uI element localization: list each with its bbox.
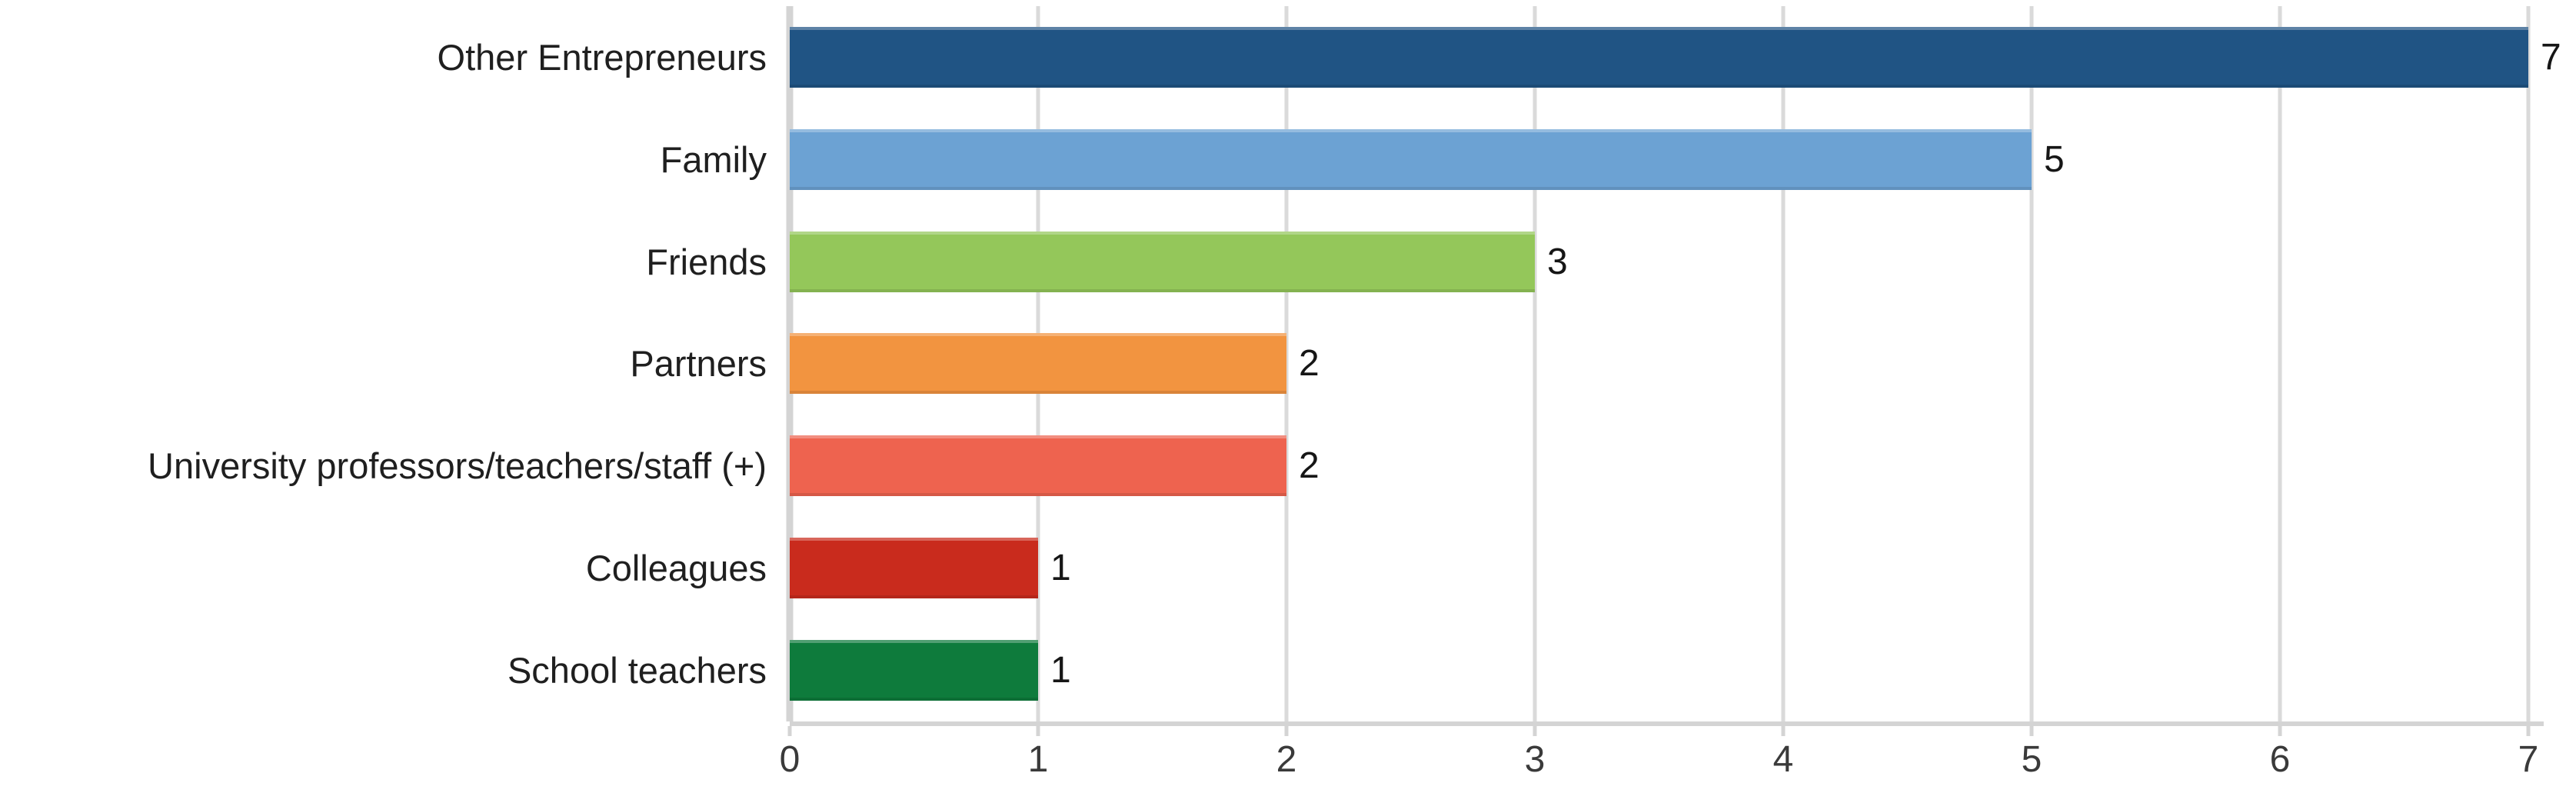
x-tick-label-0: 0 — [779, 739, 800, 780]
category-labels: Other Entrepreneurs Family Friends Partners… — [0, 6, 767, 721]
gridline-x-5 — [2029, 6, 2034, 721]
chart-row: 1 — [790, 619, 2528, 721]
x-tick-label-5: 5 — [2021, 739, 2042, 780]
category-label: Colleagues — [585, 548, 767, 589]
chart-row: 2 — [790, 415, 2528, 517]
bar-0 — [790, 26, 2528, 88]
category-label: Family — [660, 138, 767, 180]
value-label: 7 — [2541, 36, 2561, 78]
value-label: 2 — [1298, 445, 1320, 487]
x-tick-label-4: 4 — [1772, 739, 1794, 780]
value-label: 3 — [1547, 241, 1568, 282]
gridline-x-6 — [2278, 6, 2282, 721]
chart-row: 5 — [790, 108, 2528, 211]
bar-5 — [790, 538, 1038, 599]
tick-mark-x-2 — [1284, 726, 1289, 736]
tick-mark-x-6 — [2278, 726, 2282, 736]
bar-4 — [790, 435, 1286, 497]
x-tick-label-1: 1 — [1027, 739, 1049, 780]
category-label: Other Entrepreneurs — [437, 36, 767, 78]
gridline-x-4 — [1781, 6, 1786, 721]
bar-2 — [790, 231, 1535, 292]
gridline-x-7 — [2526, 6, 2531, 721]
value-label: 1 — [1050, 650, 1071, 691]
chart-row: 2 — [790, 313, 2528, 415]
value-label: 2 — [1298, 343, 1320, 385]
x-tick-label-2: 2 — [1276, 739, 1297, 780]
category-label: School teachers — [507, 650, 767, 691]
tick-mark-x-3 — [1533, 726, 1537, 736]
tick-mark-x-4 — [1781, 726, 1786, 736]
category-label: Partners — [630, 343, 767, 385]
x-tick-label-7: 7 — [2518, 739, 2539, 780]
tick-mark-x-0 — [787, 726, 792, 736]
x-tick-label-3: 3 — [1524, 739, 1546, 780]
x-axis-line — [790, 721, 2544, 726]
chart-row: 1 — [790, 517, 2528, 619]
chart-row: 3 — [790, 211, 2528, 313]
category-label: University professors/teachers/staff (+) — [148, 445, 767, 487]
bar-3 — [790, 333, 1286, 395]
tick-mark-x-1 — [1036, 726, 1040, 736]
tick-mark-x-7 — [2526, 726, 2531, 736]
bar-6 — [790, 640, 1038, 701]
value-label: 1 — [1050, 548, 1071, 589]
tick-mark-x-5 — [2029, 726, 2034, 736]
x-tick-labels: 0 1 2 3 4 5 6 7 — [780, 738, 2539, 785]
category-label: Friends — [646, 241, 767, 282]
gridline-x-3 — [1533, 6, 1537, 721]
bar-1 — [790, 128, 2032, 190]
chart-row: 7 — [790, 6, 2561, 108]
value-label: 5 — [2044, 138, 2065, 180]
plot-area: 7 5 3 2 2 1 1 — [786, 6, 2561, 736]
x-tick-label-6: 6 — [2269, 739, 2291, 780]
gridline-x-2 — [1284, 6, 1289, 721]
